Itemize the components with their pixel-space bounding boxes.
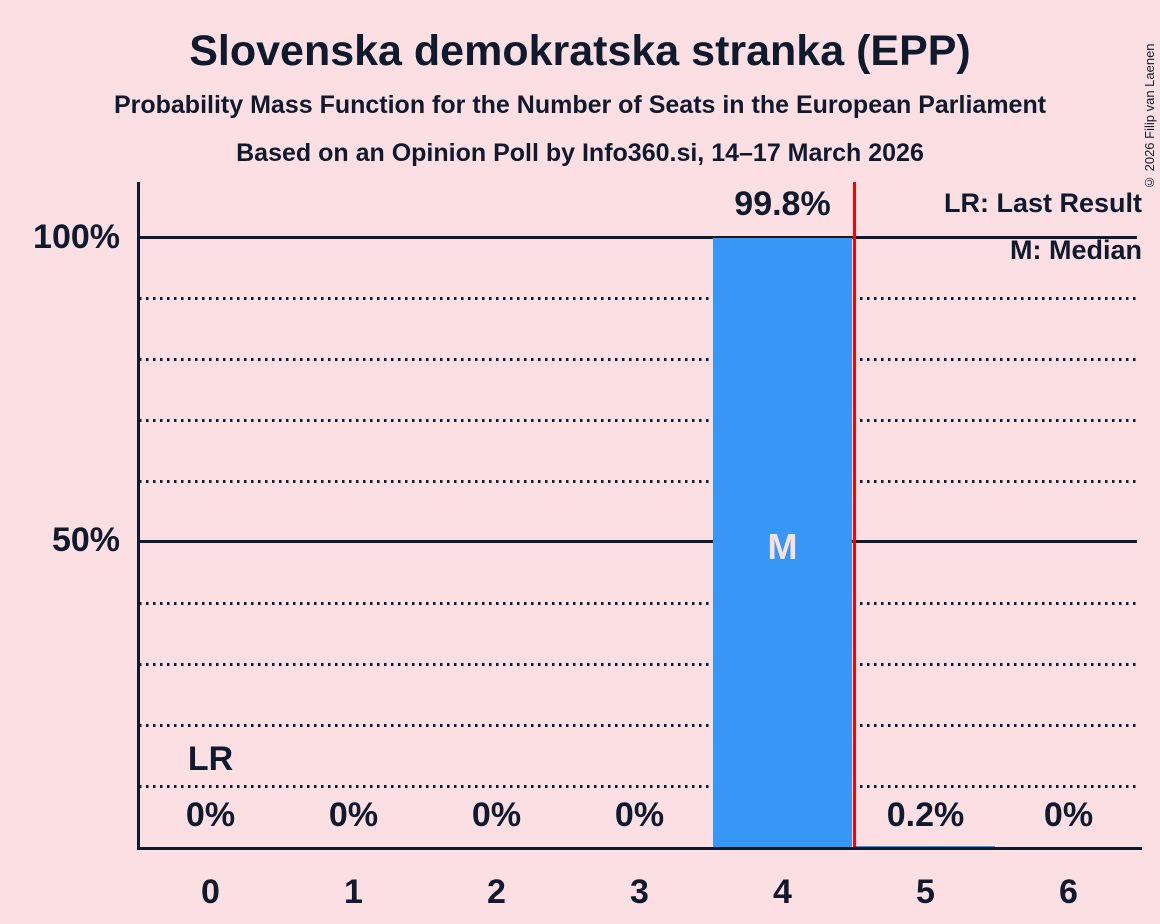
plot-area: 99.8% M LR 0% 0% 0% 0% 0.2% 0% (137, 182, 1142, 850)
y-axis-line (137, 182, 140, 847)
chart-subtitle: Probability Mass Function for the Number… (113, 91, 1047, 119)
poll-source-line: Based on an Opinion Poll by Info360.si, … (236, 139, 924, 167)
last-result-line (852, 182, 856, 847)
gridline-90 (139, 297, 1137, 300)
pct-label-seat-3: 0% (614, 796, 665, 834)
pct-label-seat-0: 0% (185, 796, 236, 834)
copyright-notice: © 2026 Filip van Laenen (1142, 43, 1157, 190)
gridline-20 (139, 724, 1137, 727)
gridline-70 (139, 419, 1137, 422)
x-axis-line (137, 847, 1142, 850)
gridline-100 (139, 236, 1137, 239)
gridline-30 (139, 663, 1137, 666)
pct-label-seat-6: 0% (1043, 796, 1094, 834)
pct-label-seat-2: 0% (471, 796, 522, 834)
y-tick-50: 50% (51, 521, 120, 559)
last-result-label: LR (187, 740, 234, 778)
pct-label-seat-1: 0% (328, 796, 379, 834)
bar-value-label: 99.8% (734, 185, 831, 223)
gridline-60 (139, 480, 1137, 483)
x-tick-2: 2 (487, 873, 506, 911)
bar-seat-4 (713, 238, 852, 847)
gridline-10 (139, 785, 1137, 788)
x-tick-3: 3 (630, 873, 649, 911)
x-tick-5: 5 (916, 873, 935, 911)
legend-last-result: LR: Last Result (943, 188, 1142, 218)
gridline-40 (139, 602, 1137, 605)
x-tick-6: 6 (1059, 873, 1078, 911)
x-axis-ticks: 0 1 2 3 4 5 6 (139, 872, 1140, 912)
x-tick-0: 0 (201, 873, 220, 911)
gridline-80 (139, 358, 1137, 361)
pct-label-seat-5: 0.2% (886, 796, 965, 834)
chart-title: Slovenska demokratska stranka (EPP) (189, 27, 971, 75)
legend-median: M: Median (1010, 235, 1142, 265)
legend: LR: Last Result M: Median (944, 180, 1142, 274)
gridline-50 (139, 540, 1137, 543)
bar-seat-5 (856, 845, 995, 847)
median-marker: M (767, 526, 798, 567)
x-tick-1: 1 (344, 873, 363, 911)
y-tick-100: 100% (33, 218, 120, 256)
x-tick-4: 4 (773, 873, 792, 911)
